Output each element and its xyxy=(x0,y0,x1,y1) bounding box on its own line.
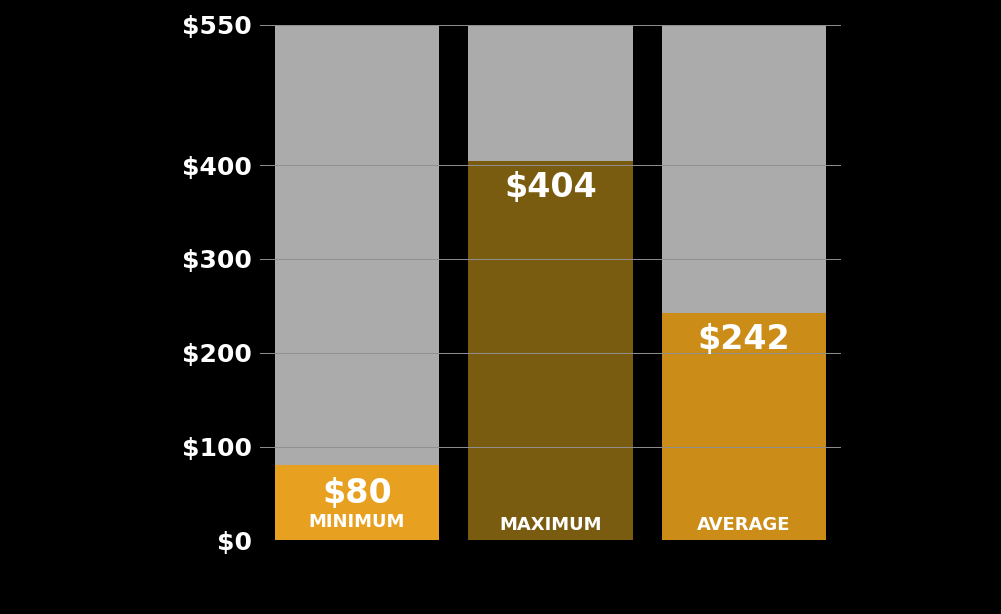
Bar xyxy=(274,465,439,540)
Bar xyxy=(468,25,633,540)
Text: $404: $404 xyxy=(505,171,597,204)
Bar xyxy=(662,25,826,540)
Text: $242: $242 xyxy=(698,323,791,356)
Text: AVERAGE: AVERAGE xyxy=(698,516,791,534)
Bar xyxy=(468,161,633,540)
Bar xyxy=(274,25,439,540)
Text: MINIMUM: MINIMUM xyxy=(309,513,405,530)
Bar xyxy=(662,313,826,540)
Text: MAXIMUM: MAXIMUM xyxy=(499,516,602,534)
Text: $80: $80 xyxy=(322,477,392,510)
